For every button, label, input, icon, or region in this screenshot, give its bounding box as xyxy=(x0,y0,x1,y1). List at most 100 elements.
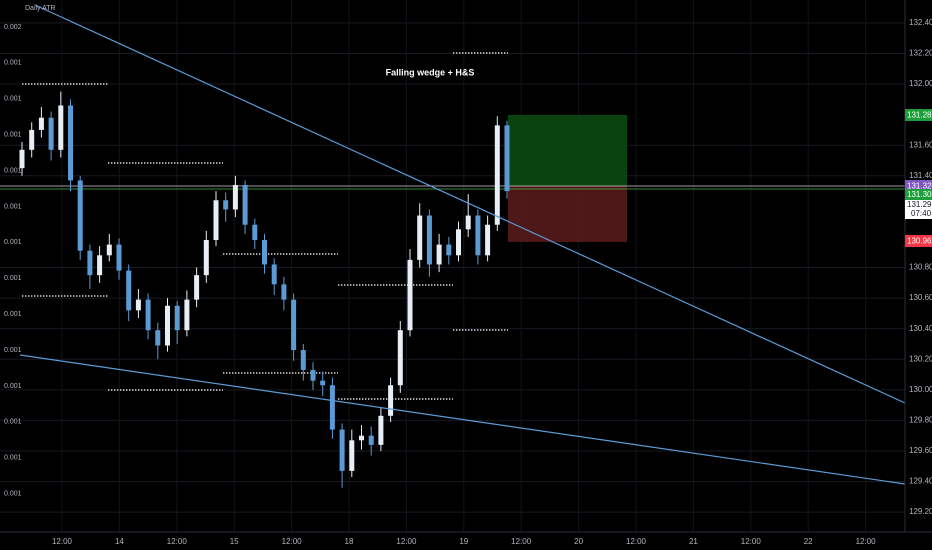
axes: 129.200 129.400 129.600 129.800 130.000 130.2… xyxy=(4,18,932,546)
last-label: 131.296 xyxy=(907,200,932,209)
candle-body xyxy=(417,215,423,260)
candle-body xyxy=(407,259,413,331)
x-tick-label: 12:00 xyxy=(511,537,532,546)
y-tick-label: 129.400 xyxy=(909,477,932,486)
candle-body xyxy=(232,184,238,210)
candle-body xyxy=(388,385,394,416)
y-tick-label: 130.600 xyxy=(909,293,932,302)
candle-body xyxy=(155,330,161,346)
x-tick-label: 22 xyxy=(804,537,813,546)
tag-bg xyxy=(905,235,932,247)
candle-body xyxy=(271,264,277,285)
candle-body xyxy=(475,215,481,256)
candle-body xyxy=(504,125,510,192)
candle-body xyxy=(184,299,190,331)
y-tick-label: 132.200 xyxy=(909,49,932,58)
y-tick-label: 130.000 xyxy=(909,385,932,394)
left-axis-label: 0.001 xyxy=(4,239,22,246)
y-tick-label: 130.200 xyxy=(909,354,932,363)
candle-body xyxy=(494,125,500,225)
price-tags: 131.287 131.328 131.308 131.296 07:40 13… xyxy=(905,109,932,247)
countdown-label: 07:40 xyxy=(911,209,932,218)
candle-body xyxy=(291,299,297,351)
y-tick-label: 129.800 xyxy=(909,416,932,425)
candle-body xyxy=(368,435,374,445)
target-label: 131.287 xyxy=(907,111,932,120)
lower-trendline xyxy=(19,354,906,485)
left-axis-label: 0.001 xyxy=(4,419,22,426)
left-axis-label: 0.001 xyxy=(4,455,22,462)
candle-body xyxy=(165,305,170,346)
candle-body xyxy=(213,200,219,241)
candle-body xyxy=(145,299,151,331)
candle-body xyxy=(106,244,112,256)
x-tick-label: 21 xyxy=(689,537,698,546)
left-axis-label: 0.001 xyxy=(4,60,22,67)
x-tick-label: 12:00 xyxy=(626,537,647,546)
y-tick-label: 130.800 xyxy=(909,263,932,272)
left-axis-label: 0.001 xyxy=(4,383,22,390)
candle-body xyxy=(194,275,200,300)
candle-body xyxy=(97,255,103,276)
candle-body xyxy=(223,200,229,210)
x-tick-label: 12:00 xyxy=(52,537,73,546)
left-axis-label: 0.001 xyxy=(4,203,22,210)
x-tick-label: 15 xyxy=(230,537,239,546)
candle-body xyxy=(174,305,180,331)
candle-body xyxy=(446,244,452,256)
candle-body xyxy=(29,129,35,150)
profit-zone xyxy=(508,115,627,186)
left-axis-label: 0.001 xyxy=(4,491,22,498)
y-tick-label: 131.600 xyxy=(909,140,932,149)
candle-body xyxy=(310,369,316,381)
candle-body xyxy=(126,270,132,311)
mid-label: 131.308 xyxy=(907,190,932,199)
candle-body xyxy=(58,105,64,150)
y-tick-label: 131.400 xyxy=(909,171,932,180)
candle-body xyxy=(300,350,306,370)
y-tick-label: 129.200 xyxy=(909,507,932,516)
x-tick-label: 14 xyxy=(115,537,124,546)
candle-body xyxy=(426,215,432,265)
x-tick-label: 12:00 xyxy=(167,537,188,546)
candle-body xyxy=(359,435,364,441)
x-tick-label: 20 xyxy=(574,537,583,546)
candle-body xyxy=(436,244,442,265)
entry-label: 131.328 xyxy=(907,182,932,191)
candle-body xyxy=(135,299,141,311)
candle-body xyxy=(281,284,287,300)
upper-trendline xyxy=(34,4,906,404)
grid xyxy=(0,0,905,532)
candle-body xyxy=(397,330,403,386)
candle-body xyxy=(87,250,93,276)
candle-body xyxy=(378,415,384,445)
pivot-levels xyxy=(22,52,508,400)
loss-zone xyxy=(508,186,627,242)
x-tick-label: 12:00 xyxy=(282,537,303,546)
tag-bg xyxy=(905,189,932,200)
x-tick-label: 12:00 xyxy=(741,537,762,546)
x-tick-label: 12:00 xyxy=(856,537,877,546)
x-tick-label: 19 xyxy=(459,537,468,546)
left-axis-label: 0.001 xyxy=(4,275,22,282)
candle-body xyxy=(329,385,335,430)
tag-bg xyxy=(905,200,932,219)
left-axis-label: 0.001 xyxy=(4,347,22,354)
left-axis-label: 0.001 xyxy=(4,311,22,318)
candle-body xyxy=(77,180,83,251)
candle-body xyxy=(262,240,267,265)
candle-body xyxy=(349,440,355,471)
y-tick-label: 132.400 xyxy=(909,18,932,27)
candle-body xyxy=(38,117,44,130)
candle-body xyxy=(203,240,209,276)
candle-body xyxy=(242,184,248,225)
candle-body xyxy=(116,244,122,271)
candle-body xyxy=(68,105,73,181)
candle-body xyxy=(485,224,491,256)
x-tick-label: 18 xyxy=(345,537,354,546)
left-axis-label: 0.001 xyxy=(4,167,22,174)
candle-body xyxy=(48,117,54,150)
left-axis-label: 0.001 xyxy=(4,96,22,103)
tag-bg xyxy=(905,109,932,121)
